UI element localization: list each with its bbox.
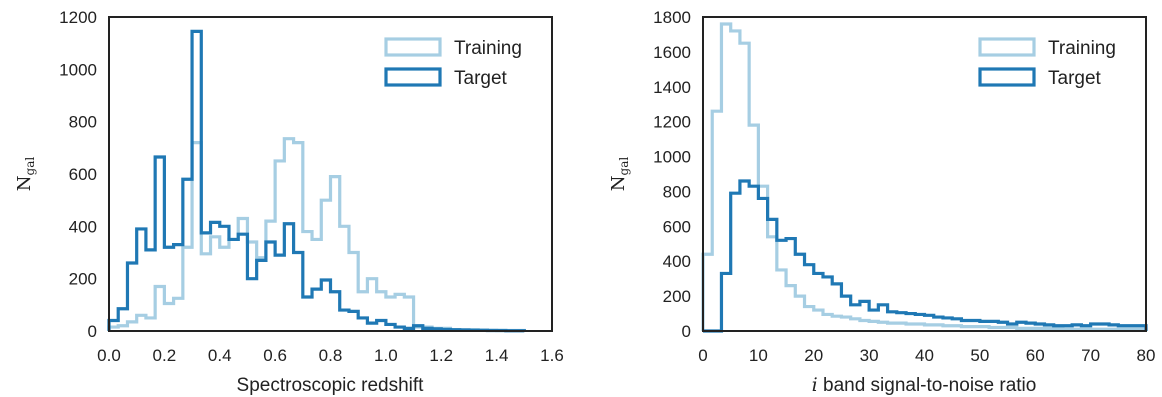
redshift-histogram-panel: 0.0 0.2 0.4 0.6 0.8 1.0 1.2 1.4 1.6 0 200 400 600 80… bbox=[14, 8, 564, 396]
snr-y-tick-label: 1000 bbox=[653, 148, 691, 167]
snr-legend: Training Target bbox=[978, 37, 1116, 89]
snr-x-tick-label: 20 bbox=[804, 346, 823, 365]
snr-legend-swatch-training bbox=[978, 37, 1036, 57]
snr-y-tick-label: 1600 bbox=[653, 43, 691, 62]
redshift-x-tick-label: 0.0 bbox=[97, 346, 121, 365]
redshift-x-tick-labels: 0.0 0.2 0.4 0.6 0.8 1.0 1.2 1.4 1.6 bbox=[97, 346, 564, 365]
snr-y-tick-label: 0 bbox=[682, 322, 691, 341]
redshift-y-axis-label-main: N bbox=[14, 175, 35, 191]
redshift-legend-label-training: Training bbox=[454, 38, 522, 59]
snr-legend-label-target: Target bbox=[1048, 68, 1102, 89]
redshift-x-tick-label: 0.2 bbox=[153, 346, 177, 365]
snr-x-axis-label: i band signal-to-noise ratio bbox=[812, 374, 1037, 396]
redshift-x-tick-label: 1.4 bbox=[485, 346, 509, 365]
redshift-legend-label-target: Target bbox=[454, 68, 508, 89]
redshift-series-target-line bbox=[107, 29, 526, 333]
redshift-legend-swatch-target bbox=[384, 67, 442, 87]
redshift-y-tick-label: 1000 bbox=[59, 60, 97, 79]
redshift-x-tick-label: 0.4 bbox=[208, 346, 232, 365]
redshift-histogram-lines bbox=[107, 29, 526, 333]
redshift-y-tick-labels: 0 200 400 600 800 1000 1200 bbox=[59, 8, 97, 341]
redshift-y-tick-label: 800 bbox=[69, 113, 97, 132]
redshift-y-axis-label: Ngal bbox=[14, 157, 37, 192]
redshift-x-axis-label: Spectroscopic redshift bbox=[237, 375, 425, 396]
redshift-x-tick-label: 1.2 bbox=[429, 346, 453, 365]
snr-y-axis-label: Ngal bbox=[608, 157, 631, 192]
snr-x-tick-label: 60 bbox=[1026, 346, 1045, 365]
snr-x-axis-label-text: band signal-to-noise ratio bbox=[818, 375, 1037, 396]
snr-x-tick-label: 70 bbox=[1081, 346, 1100, 365]
redshift-y-tick-label: 200 bbox=[69, 270, 97, 289]
redshift-y-tick-label: 1200 bbox=[59, 8, 97, 27]
redshift-x-tick-label: 1.6 bbox=[540, 346, 564, 365]
redshift-y-tick-label: 400 bbox=[69, 217, 97, 236]
snr-y-tick-label: 1200 bbox=[653, 113, 691, 132]
snr-histogram-panel: 0 10 20 30 40 50 60 70 80 0 200 400 600 800 1000 1200 1… bbox=[608, 8, 1155, 396]
snr-y-axis-label-sub: gal bbox=[617, 157, 631, 176]
snr-series-training-line bbox=[701, 22, 1148, 331]
snr-histogram-lines bbox=[701, 22, 1148, 333]
snr-y-tick-label: 600 bbox=[663, 217, 691, 236]
redshift-legend: Training Target bbox=[384, 37, 522, 89]
snr-y-tick-label: 200 bbox=[663, 287, 691, 306]
snr-legend-label-training: Training bbox=[1048, 38, 1116, 59]
snr-x-tick-label: 0 bbox=[698, 346, 707, 365]
snr-x-axis-label-italic: i bbox=[812, 374, 818, 396]
snr-y-tick-label: 400 bbox=[663, 252, 691, 271]
snr-y-tick-label: 1800 bbox=[653, 8, 691, 27]
redshift-plot-frame bbox=[108, 16, 553, 332]
snr-x-tick-label: 30 bbox=[860, 346, 879, 365]
snr-y-tick-labels: 0 200 400 600 800 1000 1200 1400 1600 1800 bbox=[653, 8, 691, 341]
redshift-x-tick-label: 1.0 bbox=[374, 346, 398, 365]
snr-series-target-line bbox=[703, 179, 1148, 333]
snr-x-tick-label: 50 bbox=[970, 346, 989, 365]
redshift-y-axis-label-sub: gal bbox=[23, 157, 37, 176]
snr-x-tick-label: 40 bbox=[915, 346, 934, 365]
snr-x-tick-labels: 0 10 20 30 40 50 60 70 80 bbox=[698, 346, 1155, 365]
redshift-x-tick-label: 0.8 bbox=[319, 346, 343, 365]
redshift-series-training-line bbox=[107, 137, 526, 333]
redshift-x-tick-label: 0.6 bbox=[263, 346, 287, 365]
snr-y-tick-label: 800 bbox=[663, 182, 691, 201]
redshift-y-tick-label: 0 bbox=[88, 322, 97, 341]
redshift-legend-swatch-training bbox=[384, 37, 442, 57]
snr-legend-swatch-target bbox=[978, 67, 1036, 87]
redshift-y-tick-label: 600 bbox=[69, 165, 97, 184]
snr-plot-frame bbox=[702, 16, 1147, 332]
snr-x-tick-label: 80 bbox=[1137, 346, 1156, 365]
snr-y-axis-label-main: N bbox=[608, 175, 629, 191]
snr-y-tick-label: 1400 bbox=[653, 78, 691, 97]
snr-x-tick-label: 10 bbox=[749, 346, 768, 365]
